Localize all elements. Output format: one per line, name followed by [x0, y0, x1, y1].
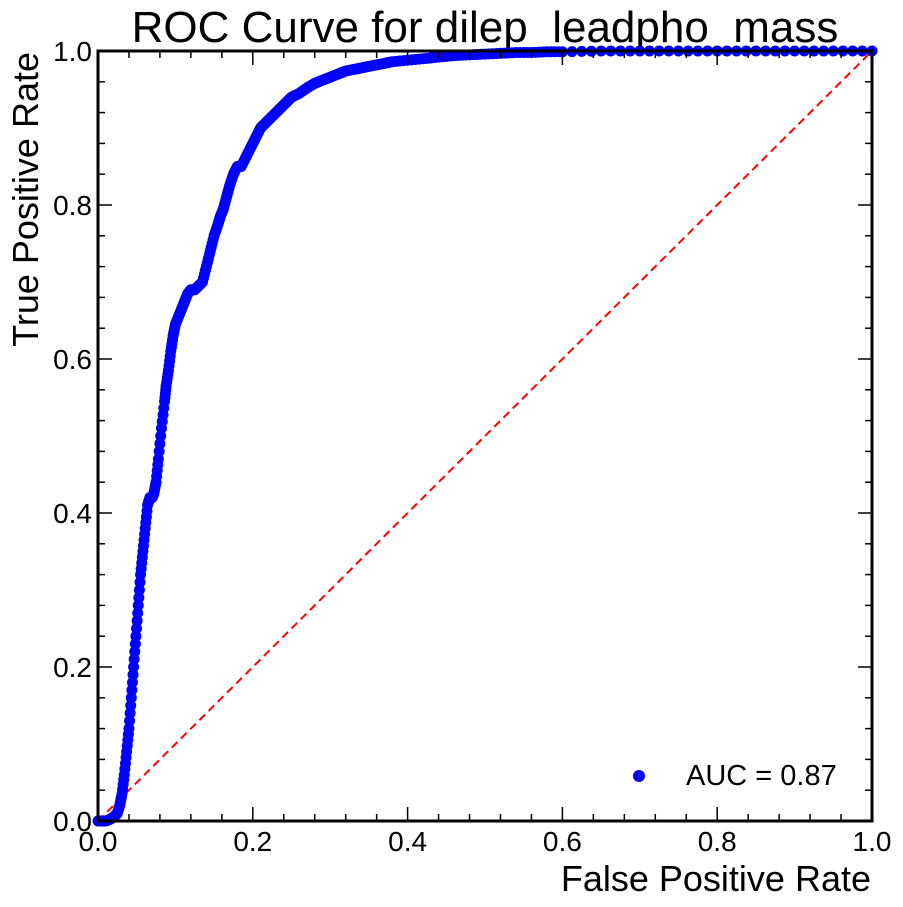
chart-title: ROC Curve for dilep_leadpho_mass	[132, 3, 839, 52]
legend-entry: AUC = 0.87	[686, 760, 837, 792]
x-tick-label: 0.0	[79, 826, 118, 857]
x-tick-labels: 0.0 0.2 0.4 0.6 0.8 1.0	[79, 826, 892, 857]
legend: AUC = 0.87	[633, 760, 837, 792]
y-tick-label: 0.6	[53, 344, 92, 375]
legend-marker	[633, 770, 645, 782]
y-tick-label: 0.0	[53, 806, 92, 837]
y-tick-labels: 0.0 0.2 0.4 0.6 0.8 1.0	[53, 36, 92, 837]
y-axis-label: True Positive Rate	[5, 52, 46, 347]
x-tick-label: 0.2	[233, 826, 272, 857]
x-tick-label: 0.8	[698, 826, 737, 857]
x-tick-label: 0.4	[388, 826, 427, 857]
y-tick-label: 0.4	[53, 498, 92, 529]
points-layer	[92, 45, 878, 827]
x-tick-label: 1.0	[853, 826, 892, 857]
x-tick-label: 0.6	[543, 826, 582, 857]
y-tick-label: 1.0	[53, 36, 92, 67]
y-tick-label: 0.2	[53, 652, 92, 683]
plot-frame	[96, 49, 874, 823]
x-axis-label: False Positive Rate	[561, 858, 871, 899]
y-tick-label: 0.8	[53, 190, 92, 221]
plot-area	[92, 45, 878, 827]
